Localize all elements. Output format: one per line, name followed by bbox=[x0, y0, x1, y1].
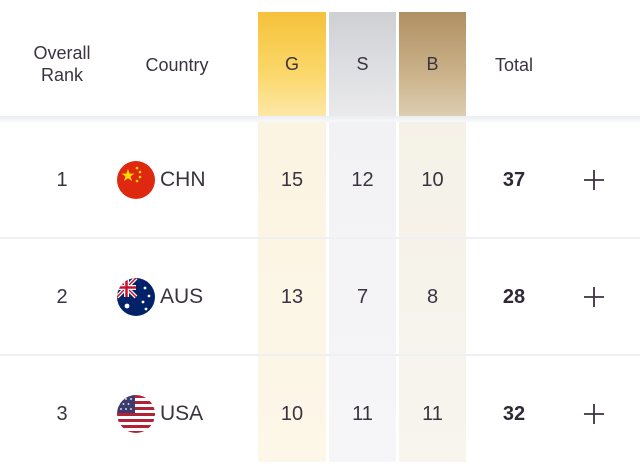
table-row: 3 USA 10 11 11 32 bbox=[0, 356, 640, 472]
bronze-count: 11 bbox=[422, 402, 443, 425]
expand-plus-icon[interactable] bbox=[570, 122, 618, 238]
total-count: 37 bbox=[502, 168, 526, 191]
header-country[interactable]: Country bbox=[145, 55, 209, 75]
header-overall-rank[interactable]: Overall Rank bbox=[33, 43, 91, 85]
header-divider bbox=[0, 116, 640, 122]
country-code: USA bbox=[160, 402, 204, 425]
usa-flag-icon bbox=[116, 356, 156, 472]
rank-cell: 3 bbox=[56, 402, 68, 425]
header-bronze[interactable]: B bbox=[399, 12, 466, 116]
row-divider bbox=[0, 354, 640, 356]
silver-count: 12 bbox=[351, 168, 374, 191]
header-silver[interactable]: S bbox=[329, 12, 396, 116]
bronze-count: 8 bbox=[426, 285, 439, 308]
country-code: CHN bbox=[160, 168, 206, 191]
country-code: AUS bbox=[160, 285, 204, 308]
header-gold[interactable]: G bbox=[258, 12, 326, 116]
rank-cell: 1 bbox=[56, 168, 68, 191]
header-total[interactable]: Total bbox=[494, 55, 534, 75]
silver-count: 11 bbox=[352, 402, 373, 425]
rank-cell: 2 bbox=[56, 285, 68, 308]
gold-count: 13 bbox=[280, 285, 304, 308]
expand-plus-icon[interactable] bbox=[570, 356, 618, 472]
total-count: 32 bbox=[502, 402, 526, 425]
gold-count: 10 bbox=[280, 402, 304, 425]
china-flag-icon bbox=[116, 122, 156, 238]
gold-count: 15 bbox=[280, 168, 304, 191]
table-row: 2 AUS 13 7 8 28 bbox=[0, 239, 640, 355]
expand-plus-icon[interactable] bbox=[570, 239, 618, 355]
total-count: 28 bbox=[502, 285, 526, 308]
table-row: 1 CHN 15 12 10 37 bbox=[0, 122, 640, 238]
bronze-count: 10 bbox=[421, 168, 444, 191]
australia-flag-icon bbox=[116, 239, 156, 355]
silver-count: 7 bbox=[356, 285, 369, 308]
row-divider bbox=[0, 237, 640, 239]
